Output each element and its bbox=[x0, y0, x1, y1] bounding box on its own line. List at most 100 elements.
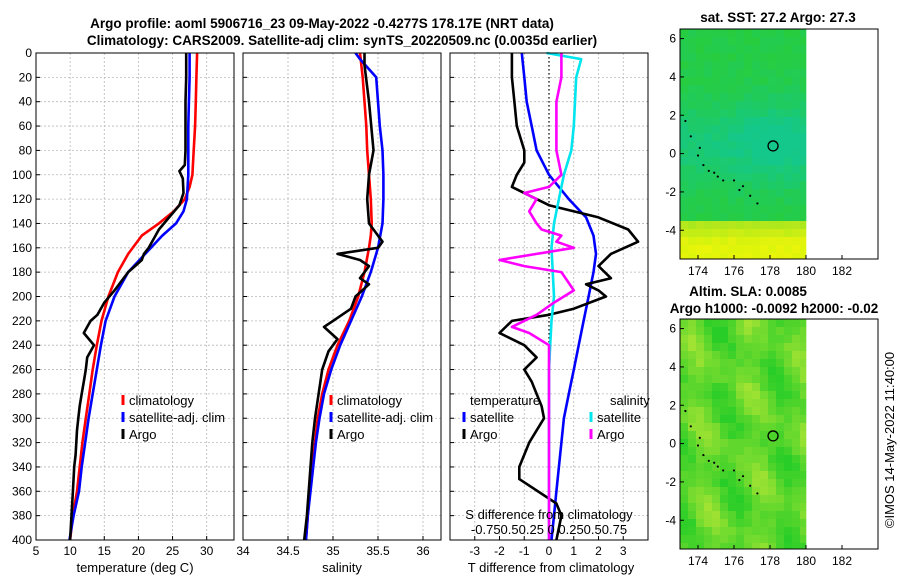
heatmap-cell bbox=[744, 197, 753, 206]
heatmap-cell bbox=[752, 197, 761, 206]
y-tick-label: 40 bbox=[19, 95, 33, 109]
heatmap-cell bbox=[728, 511, 737, 520]
heatmap-cell bbox=[696, 245, 705, 254]
heatmap-cell bbox=[752, 253, 761, 260]
heatmap-cell bbox=[720, 189, 729, 198]
heatmap-cell bbox=[800, 383, 807, 392]
heatmap-cell bbox=[736, 237, 745, 246]
heatmap-cell bbox=[784, 375, 793, 384]
heatmap-cell bbox=[792, 471, 801, 480]
heatmap-cell bbox=[704, 149, 713, 158]
heatmap-cell bbox=[736, 61, 745, 70]
heatmap-cell bbox=[720, 229, 729, 238]
x-tick-label: 174 bbox=[688, 264, 708, 278]
heatmap-cell bbox=[736, 327, 745, 336]
heatmap-cell bbox=[728, 535, 737, 544]
heatmap-cell bbox=[784, 447, 793, 456]
heatmap-cell bbox=[792, 487, 801, 496]
y-tick-label: 2 bbox=[669, 108, 676, 122]
heatmap-cell bbox=[712, 133, 721, 142]
heatmap-cell bbox=[776, 205, 785, 214]
x-tick-label: -2 bbox=[494, 544, 505, 558]
legend-label: satellite-adj. clim bbox=[337, 410, 433, 425]
heatmap-cell bbox=[728, 53, 737, 62]
heatmap-cell bbox=[800, 29, 807, 38]
x-tick-label: 176 bbox=[724, 264, 744, 278]
heatmap-cell bbox=[728, 205, 737, 214]
heatmap-cell bbox=[704, 85, 713, 94]
heatmap-cell bbox=[792, 415, 801, 424]
heatmap-cell bbox=[696, 213, 705, 222]
heatmap-cell bbox=[680, 245, 689, 254]
heatmap-cell bbox=[760, 535, 769, 544]
heatmap-cell bbox=[800, 229, 807, 238]
x-tick-label: -1 bbox=[519, 544, 530, 558]
heatmap-cell bbox=[728, 29, 737, 38]
heatmap-cell bbox=[752, 213, 761, 222]
heatmap-cell bbox=[728, 415, 737, 424]
x-tick-label: -3 bbox=[469, 544, 480, 558]
heatmap-cell bbox=[792, 173, 801, 182]
heatmap-cell bbox=[792, 77, 801, 86]
heatmap-cell bbox=[792, 61, 801, 70]
heatmap-cell bbox=[752, 45, 761, 54]
legend-temperature: climatology satellite-adj. clim Argo bbox=[121, 393, 225, 442]
heatmap-cell bbox=[768, 37, 777, 46]
heatmap-cell bbox=[720, 61, 729, 70]
island-marker bbox=[713, 461, 716, 464]
heatmap-cell bbox=[728, 479, 737, 488]
heatmap-cell bbox=[776, 327, 785, 336]
heatmap-cell bbox=[728, 447, 737, 456]
heatmap-cell bbox=[688, 181, 697, 190]
heatmap-cell bbox=[744, 149, 753, 158]
heatmap-cell bbox=[704, 37, 713, 46]
heatmap-cell bbox=[704, 543, 713, 550]
heatmap-cell bbox=[760, 543, 769, 550]
heatmap-cell bbox=[792, 213, 801, 222]
heatmap-cell bbox=[680, 471, 689, 480]
heatmap-cell bbox=[760, 431, 769, 440]
heatmap-cell bbox=[752, 173, 761, 182]
heatmap-cell bbox=[736, 399, 745, 408]
heatmap-cell bbox=[776, 253, 785, 260]
heatmap-cell bbox=[776, 447, 785, 456]
heatmap-cell bbox=[688, 391, 697, 400]
heatmap-cell bbox=[792, 189, 801, 198]
heatmap-cell bbox=[688, 511, 697, 520]
x-tick-label: 15 bbox=[98, 544, 112, 558]
heatmap-cell bbox=[800, 519, 807, 528]
heatmap-cell bbox=[720, 375, 729, 384]
heatmap-cell bbox=[736, 93, 745, 102]
heatmap-cell bbox=[792, 407, 801, 416]
heatmap-cell bbox=[680, 173, 689, 182]
heatmap-cell bbox=[792, 431, 801, 440]
heatmap-cell bbox=[720, 543, 729, 550]
heatmap-cell bbox=[680, 229, 689, 238]
island-marker bbox=[702, 163, 705, 167]
island-marker bbox=[702, 453, 705, 457]
island-marker bbox=[722, 469, 725, 472]
heatmap-cell bbox=[784, 29, 793, 38]
heatmap-cell bbox=[744, 543, 753, 550]
heatmap-cell bbox=[768, 205, 777, 214]
heatmap-cell bbox=[704, 245, 713, 254]
heatmap-cell bbox=[680, 375, 689, 384]
y-tick-label: 4 bbox=[669, 360, 676, 374]
heatmap-cell bbox=[704, 69, 713, 78]
heatmap-cell bbox=[752, 221, 761, 230]
heatmap-cell bbox=[688, 375, 697, 384]
sla-subtitle: Argo h1000: -0.0092 h2000: -0.02 bbox=[670, 301, 879, 316]
heatmap-cell bbox=[680, 431, 689, 440]
heatmap-cell bbox=[768, 327, 777, 336]
x-tick-label: 180 bbox=[796, 554, 816, 568]
heatmap-cell bbox=[720, 109, 729, 118]
heatmap-cell bbox=[752, 359, 761, 368]
heatmap-cell bbox=[784, 463, 793, 472]
heatmap-cell bbox=[776, 415, 785, 424]
heatmap-cell bbox=[760, 327, 769, 336]
heatmap-cell bbox=[720, 407, 729, 416]
heatmap-cell bbox=[680, 407, 689, 416]
heatmap-cell bbox=[696, 511, 705, 520]
heatmap-cell bbox=[696, 335, 705, 344]
